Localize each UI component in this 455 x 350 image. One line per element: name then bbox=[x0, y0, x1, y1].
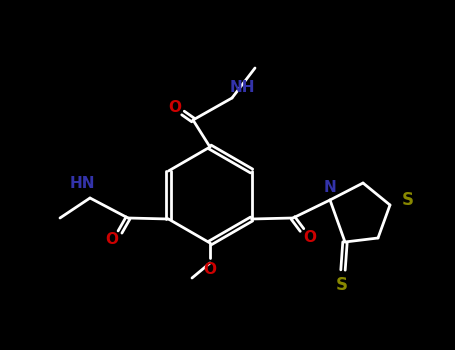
Text: HN: HN bbox=[69, 176, 95, 191]
Text: S: S bbox=[336, 276, 348, 294]
Text: O: O bbox=[203, 262, 217, 278]
Text: NH: NH bbox=[229, 80, 255, 96]
Text: N: N bbox=[324, 180, 336, 195]
Text: S: S bbox=[402, 191, 414, 209]
Text: O: O bbox=[106, 232, 118, 247]
Text: O: O bbox=[168, 100, 182, 116]
Text: O: O bbox=[303, 231, 317, 245]
